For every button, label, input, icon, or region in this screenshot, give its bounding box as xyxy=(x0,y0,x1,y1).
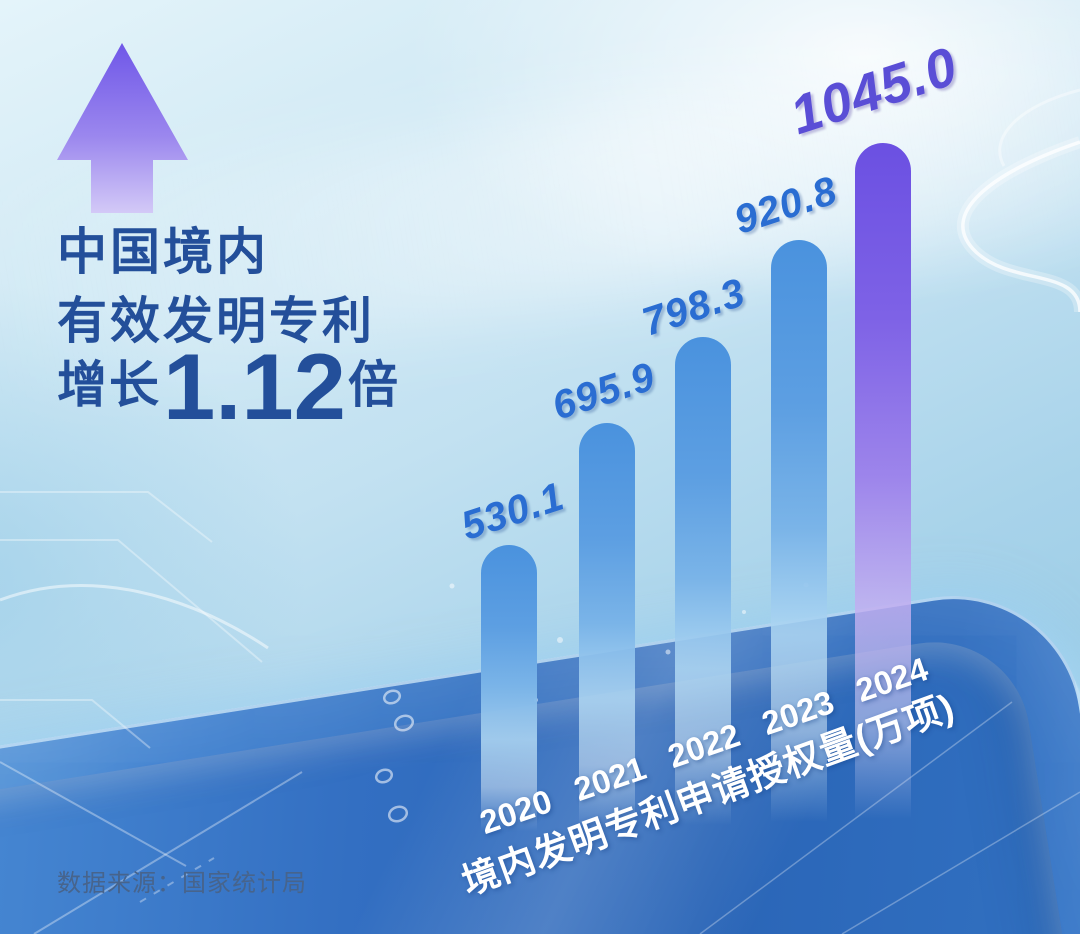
headline-growth-prefix: 增长 xyxy=(57,357,161,413)
bar-2022 xyxy=(675,337,731,840)
headline-line3: 增长 1.12 倍 xyxy=(57,340,400,434)
headline-growth-multiplier: 1.12 xyxy=(163,334,346,439)
bar-2021 xyxy=(579,423,635,840)
headline-line1: 中国境内 xyxy=(57,224,269,280)
data-source-note: 数据来源：国家统计局 xyxy=(57,870,307,897)
bar-2023 xyxy=(771,240,827,840)
value-label-2021: 695.9 xyxy=(547,354,661,429)
bar-2020 xyxy=(481,545,537,840)
growth-arrow-icon xyxy=(57,43,188,213)
headline-line2: 有效发明专利 xyxy=(57,293,375,349)
bar-2024-highlight xyxy=(855,143,911,840)
value-label-2020: 530.1 xyxy=(456,474,570,549)
headline-growth-suffix: 倍 xyxy=(347,357,400,413)
